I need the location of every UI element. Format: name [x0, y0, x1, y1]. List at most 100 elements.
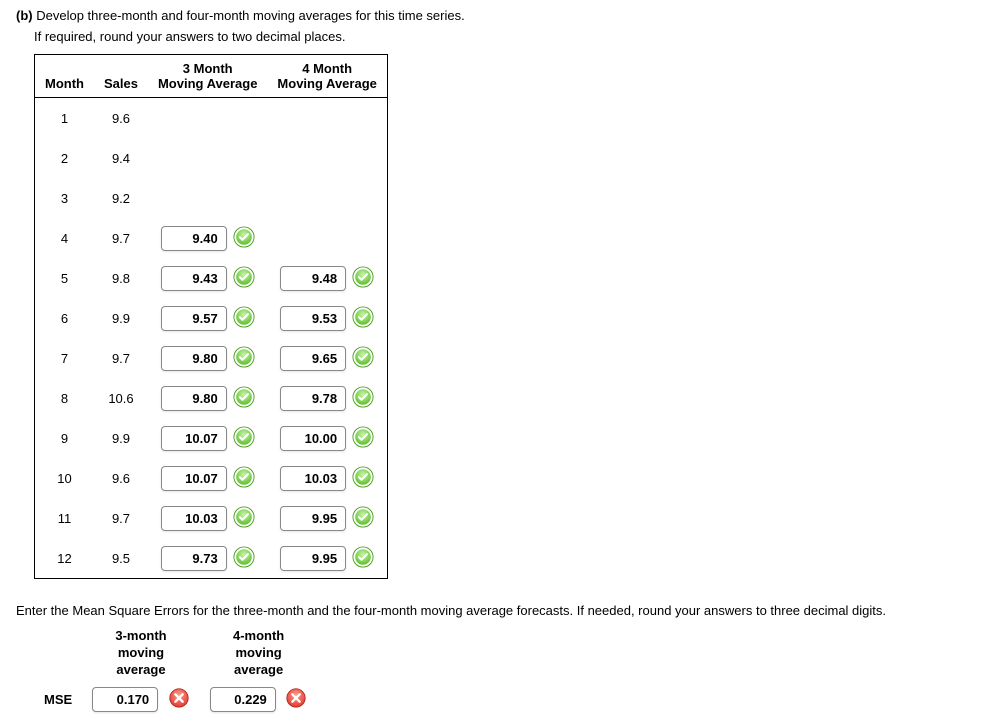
- cell-sales: 9.7: [94, 218, 148, 258]
- cell-ma3: 10.07: [148, 458, 267, 498]
- ma3-input[interactable]: 9.80: [161, 386, 227, 411]
- table-row: 39.2: [35, 178, 388, 218]
- wrong-icon: [285, 687, 307, 712]
- col-ma4-bot: Moving Average: [267, 76, 387, 98]
- ma3-input[interactable]: 9.57: [161, 306, 227, 331]
- table-row: 29.4: [35, 138, 388, 178]
- mse-h3-l1: 3-month: [115, 628, 166, 643]
- cell-ma3: 9.80: [148, 378, 267, 418]
- check-icon: [233, 346, 255, 371]
- mse-3month-input[interactable]: 0.170: [92, 687, 158, 712]
- col-sales: Sales: [94, 55, 148, 98]
- cell-ma4: 9.95: [267, 498, 387, 538]
- check-icon: [233, 306, 255, 331]
- cell-month: 7: [35, 338, 94, 378]
- table-row: 810.6 9.80 9.78: [35, 378, 388, 418]
- ma4-input[interactable]: 9.95: [280, 506, 346, 531]
- check-icon: [352, 506, 374, 531]
- cell-sales: 9.2: [94, 178, 148, 218]
- check-icon: [233, 466, 255, 491]
- cell-sales: 9.4: [94, 138, 148, 178]
- check-icon: [233, 546, 255, 571]
- question-label: (b): [16, 8, 33, 23]
- cell-ma3: 9.43: [148, 258, 267, 298]
- check-icon: [352, 546, 374, 571]
- ma4-input[interactable]: 9.48: [280, 266, 346, 291]
- ma3-input[interactable]: 9.80: [161, 346, 227, 371]
- question-text: Develop three-month and four-month movin…: [36, 8, 464, 23]
- cell-month: 5: [35, 258, 94, 298]
- ma4-input[interactable]: 9.53: [280, 306, 346, 331]
- ma3-input[interactable]: 10.07: [161, 426, 227, 451]
- check-icon: [352, 386, 374, 411]
- cell-ma3: [148, 178, 267, 218]
- cell-ma4: 9.95: [267, 538, 387, 579]
- mse-h3-l2: moving: [118, 645, 164, 660]
- cell-ma3: 9.73: [148, 538, 267, 579]
- col-ma4-top: 4 Month: [267, 55, 387, 77]
- question-instructions: If required, round your answers to two d…: [34, 29, 972, 44]
- cell-month: 11: [35, 498, 94, 538]
- cell-ma4: [267, 138, 387, 178]
- col-ma3-top: 3 Month: [148, 55, 267, 77]
- cell-month: 10: [35, 458, 94, 498]
- cell-month: 9: [35, 418, 94, 458]
- cell-month: 8: [35, 378, 94, 418]
- ma3-input[interactable]: 9.43: [161, 266, 227, 291]
- table-row: 129.59.739.95: [35, 538, 388, 579]
- table-row: 49.7 9.40: [35, 218, 388, 258]
- cell-ma4: 10.00: [267, 418, 387, 458]
- cell-ma3: [148, 138, 267, 178]
- mse-prompt: Enter the Mean Square Errors for the thr…: [16, 603, 972, 618]
- question-line: (b) Develop three-month and four-month m…: [16, 8, 972, 23]
- cell-ma4: 9.53: [267, 298, 387, 338]
- cell-month: 2: [35, 138, 94, 178]
- check-icon: [233, 506, 255, 531]
- cell-ma3: 9.40: [148, 218, 267, 258]
- cell-sales: 10.6: [94, 378, 148, 418]
- cell-month: 4: [35, 218, 94, 258]
- cell-sales: 9.9: [94, 298, 148, 338]
- cell-ma3: 9.80: [148, 338, 267, 378]
- cell-ma3: 9.57: [148, 298, 267, 338]
- cell-ma4: 9.65: [267, 338, 387, 378]
- col-month: Month: [35, 55, 94, 98]
- moving-average-table-wrap: Month Sales 3 Month 4 Month Moving Avera…: [34, 54, 972, 579]
- cell-sales: 9.7: [94, 338, 148, 378]
- ma4-input[interactable]: 9.78: [280, 386, 346, 411]
- mse-h4-l1: 4-month: [233, 628, 284, 643]
- cell-sales: 9.6: [94, 98, 148, 139]
- cell-month: 3: [35, 178, 94, 218]
- ma4-input[interactable]: 10.00: [280, 426, 346, 451]
- mse-4month-cell: 0.229: [200, 685, 318, 714]
- cell-ma4: 9.48: [267, 258, 387, 298]
- table-row: 119.710.039.95: [35, 498, 388, 538]
- check-icon: [352, 426, 374, 451]
- check-icon: [233, 226, 255, 251]
- table-row: 99.910.0710.00: [35, 418, 388, 458]
- cell-ma4: [267, 218, 387, 258]
- check-icon: [233, 266, 255, 291]
- ma3-input[interactable]: 9.40: [161, 226, 227, 251]
- ma4-input[interactable]: 9.95: [280, 546, 346, 571]
- cell-ma4: 10.03: [267, 458, 387, 498]
- mse-h3-l3: average: [116, 662, 165, 677]
- cell-sales: 9.5: [94, 538, 148, 579]
- mse-table: 3-month moving average 4-month moving av…: [34, 628, 317, 714]
- ma4-input[interactable]: 10.03: [280, 466, 346, 491]
- cell-month: 1: [35, 98, 94, 139]
- check-icon: [352, 306, 374, 331]
- moving-average-table: Month Sales 3 Month 4 Month Moving Avera…: [34, 54, 388, 579]
- ma4-input[interactable]: 9.65: [280, 346, 346, 371]
- ma3-input[interactable]: 10.07: [161, 466, 227, 491]
- ma3-input[interactable]: 9.73: [161, 546, 227, 571]
- col-ma3-bot: Moving Average: [148, 76, 267, 98]
- cell-sales: 9.6: [94, 458, 148, 498]
- cell-month: 6: [35, 298, 94, 338]
- ma3-input[interactable]: 10.03: [161, 506, 227, 531]
- check-icon: [233, 386, 255, 411]
- wrong-icon: [168, 687, 190, 712]
- mse-h4-l3: average: [234, 662, 283, 677]
- cell-ma3: 10.07: [148, 418, 267, 458]
- mse-4month-input[interactable]: 0.229: [210, 687, 276, 712]
